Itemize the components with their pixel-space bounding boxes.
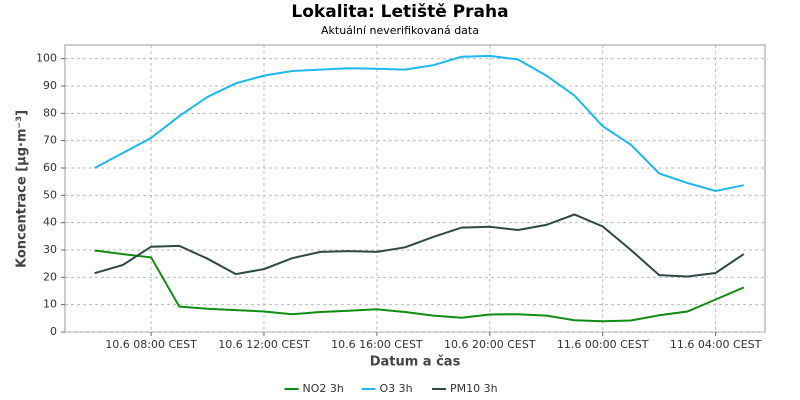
- chart-title: Lokalita: Letiště Praha: [291, 2, 508, 22]
- legend-item: NO2 3h: [284, 382, 344, 395]
- x-tick-label: 10.6 16:00 CEST: [331, 338, 423, 351]
- legend-item: O3 3h: [361, 382, 413, 395]
- chart-subtitle: Aktuální neverifikovaná data: [321, 24, 479, 37]
- series-line: [94, 213, 745, 278]
- y-tick-label: 30: [43, 243, 57, 256]
- y-tick-label: 50: [43, 188, 57, 201]
- y-tick-label: 60: [43, 161, 57, 174]
- series-line: [94, 54, 745, 193]
- x-tick-label: 10.6 12:00 CEST: [218, 338, 310, 351]
- plot-area: [64, 44, 766, 333]
- y-tick-label: 0: [50, 325, 57, 338]
- y-tick-label: 10: [43, 298, 57, 311]
- y-tick-label: 90: [43, 79, 57, 92]
- legend-label: O3 3h: [380, 382, 413, 395]
- y-axis-label: Koncentrace [µg·m⁻³]: [15, 110, 30, 268]
- x-axis-label: Datum a čas: [370, 355, 461, 370]
- legend-label: NO2 3h: [303, 382, 344, 395]
- x-tick-label: 11.6 04:00 CEST: [670, 338, 762, 351]
- y-tick-label: 20: [43, 270, 57, 283]
- x-tick-label: 11.6 00:00 CEST: [557, 338, 649, 351]
- legend-label: PM10 3h: [450, 382, 498, 395]
- y-tick-label: 80: [43, 106, 57, 119]
- x-tick-label: 10.6 08:00 CEST: [105, 338, 197, 351]
- series-line: [94, 249, 745, 323]
- y-tick-label: 40: [43, 216, 57, 229]
- x-tick-label: 10.6 20:00 CEST: [444, 338, 536, 351]
- y-tick-label: 70: [43, 134, 57, 147]
- y-tick-label: 100: [36, 52, 57, 65]
- legend-item: PM10 3h: [432, 382, 498, 395]
